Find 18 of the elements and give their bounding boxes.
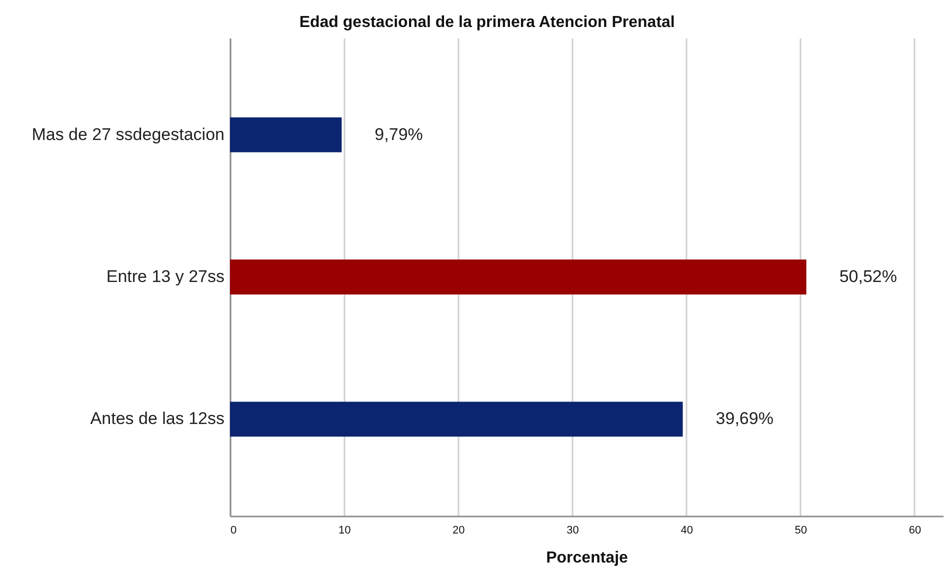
x-tick-label: 60 [908, 524, 922, 536]
bar [230, 402, 683, 437]
y-tick-label: Antes de las 12ss [90, 409, 224, 428]
x-tick-label: 10 [338, 524, 351, 536]
y-tick-label: Entre 13 y 27ss [106, 267, 224, 286]
x-tick-label: 20 [452, 524, 465, 536]
bar [230, 117, 342, 152]
chart-title: Edad gestacional de la primera Atencion Prenatal [299, 14, 675, 31]
data-label: 9,79% [374, 124, 423, 144]
x-tick-label: 50 [794, 524, 808, 536]
x-tick-label: 0 [230, 524, 237, 536]
data-label: 50,52% [839, 267, 898, 286]
bar [230, 260, 806, 294]
x-tick-label: 40 [680, 524, 693, 536]
x-tick-label: 30 [566, 524, 579, 536]
x-axis-title: Porcentaje [546, 550, 628, 566]
data-label: 39,69% [716, 409, 774, 428]
y-tick-label: Mas de 27 ssdegestacion [32, 124, 224, 144]
